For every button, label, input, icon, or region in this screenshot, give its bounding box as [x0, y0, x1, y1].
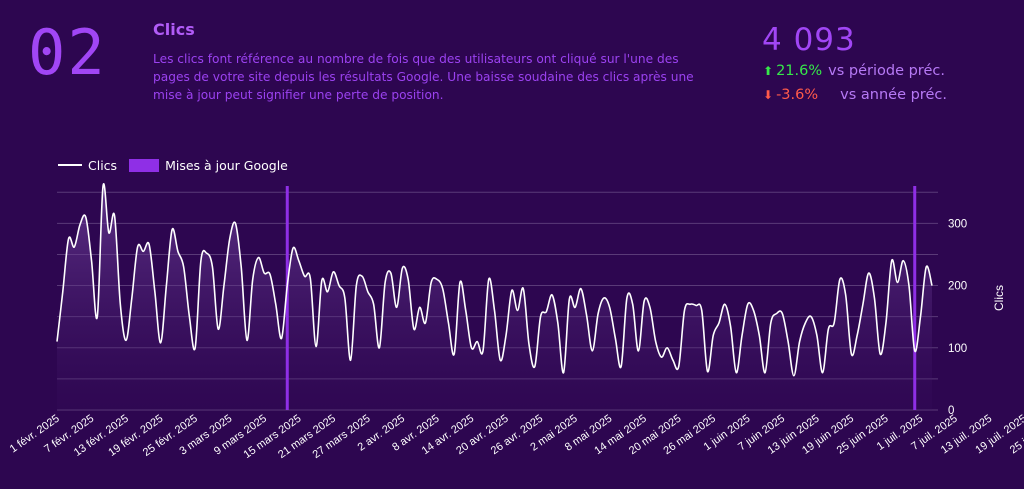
section-description: Les clics font référence au nombre de fo… — [153, 52, 694, 102]
kpi-total-clicks: 4 093 — [762, 22, 856, 58]
section-title: Clics — [153, 20, 195, 39]
section-number: 02 — [28, 16, 107, 89]
y-tick-label: 200 — [948, 281, 967, 293]
arrow-up-icon: ⬆ — [763, 64, 774, 78]
prev-period-label: vs période préc. — [828, 63, 945, 79]
y-tick-label: 300 — [948, 218, 967, 230]
chart-legend: Clics Mises à jour Google — [58, 155, 288, 175]
update-layer — [285, 186, 917, 410]
area-layer — [57, 183, 932, 410]
line-layer — [56, 182, 933, 377]
y-axis-label: Clics — [992, 285, 1006, 311]
prev-period-change: 21.6% — [776, 63, 823, 79]
arrow-down-icon: ⬇ — [763, 88, 774, 102]
kpi-prev-period-row: ⬆ 21.6% vs période préc. — [763, 63, 945, 79]
clicks-area — [57, 183, 932, 410]
legend-updates-swatch-icon — [129, 158, 160, 172]
y-tick-label: 0 — [948, 405, 954, 417]
google-update-marker — [285, 186, 289, 410]
clicks-line — [56, 182, 933, 377]
legend-clicks-line-icon — [58, 164, 82, 166]
prev-year-label: vs année préc. — [840, 87, 947, 103]
y-tick-layer: 0 100 200 300 — [948, 218, 967, 417]
legend-clicks-label: Clics — [88, 157, 118, 173]
prev-year-change: -3.6% — [776, 87, 819, 103]
google-update-marker — [913, 186, 917, 410]
kpi-prev-year-row: ⬇ -3.6% vs année préc. — [763, 87, 947, 103]
y-tick-label: 100 — [948, 343, 967, 355]
legend-updates-label: Mises à jour Google — [165, 157, 288, 173]
